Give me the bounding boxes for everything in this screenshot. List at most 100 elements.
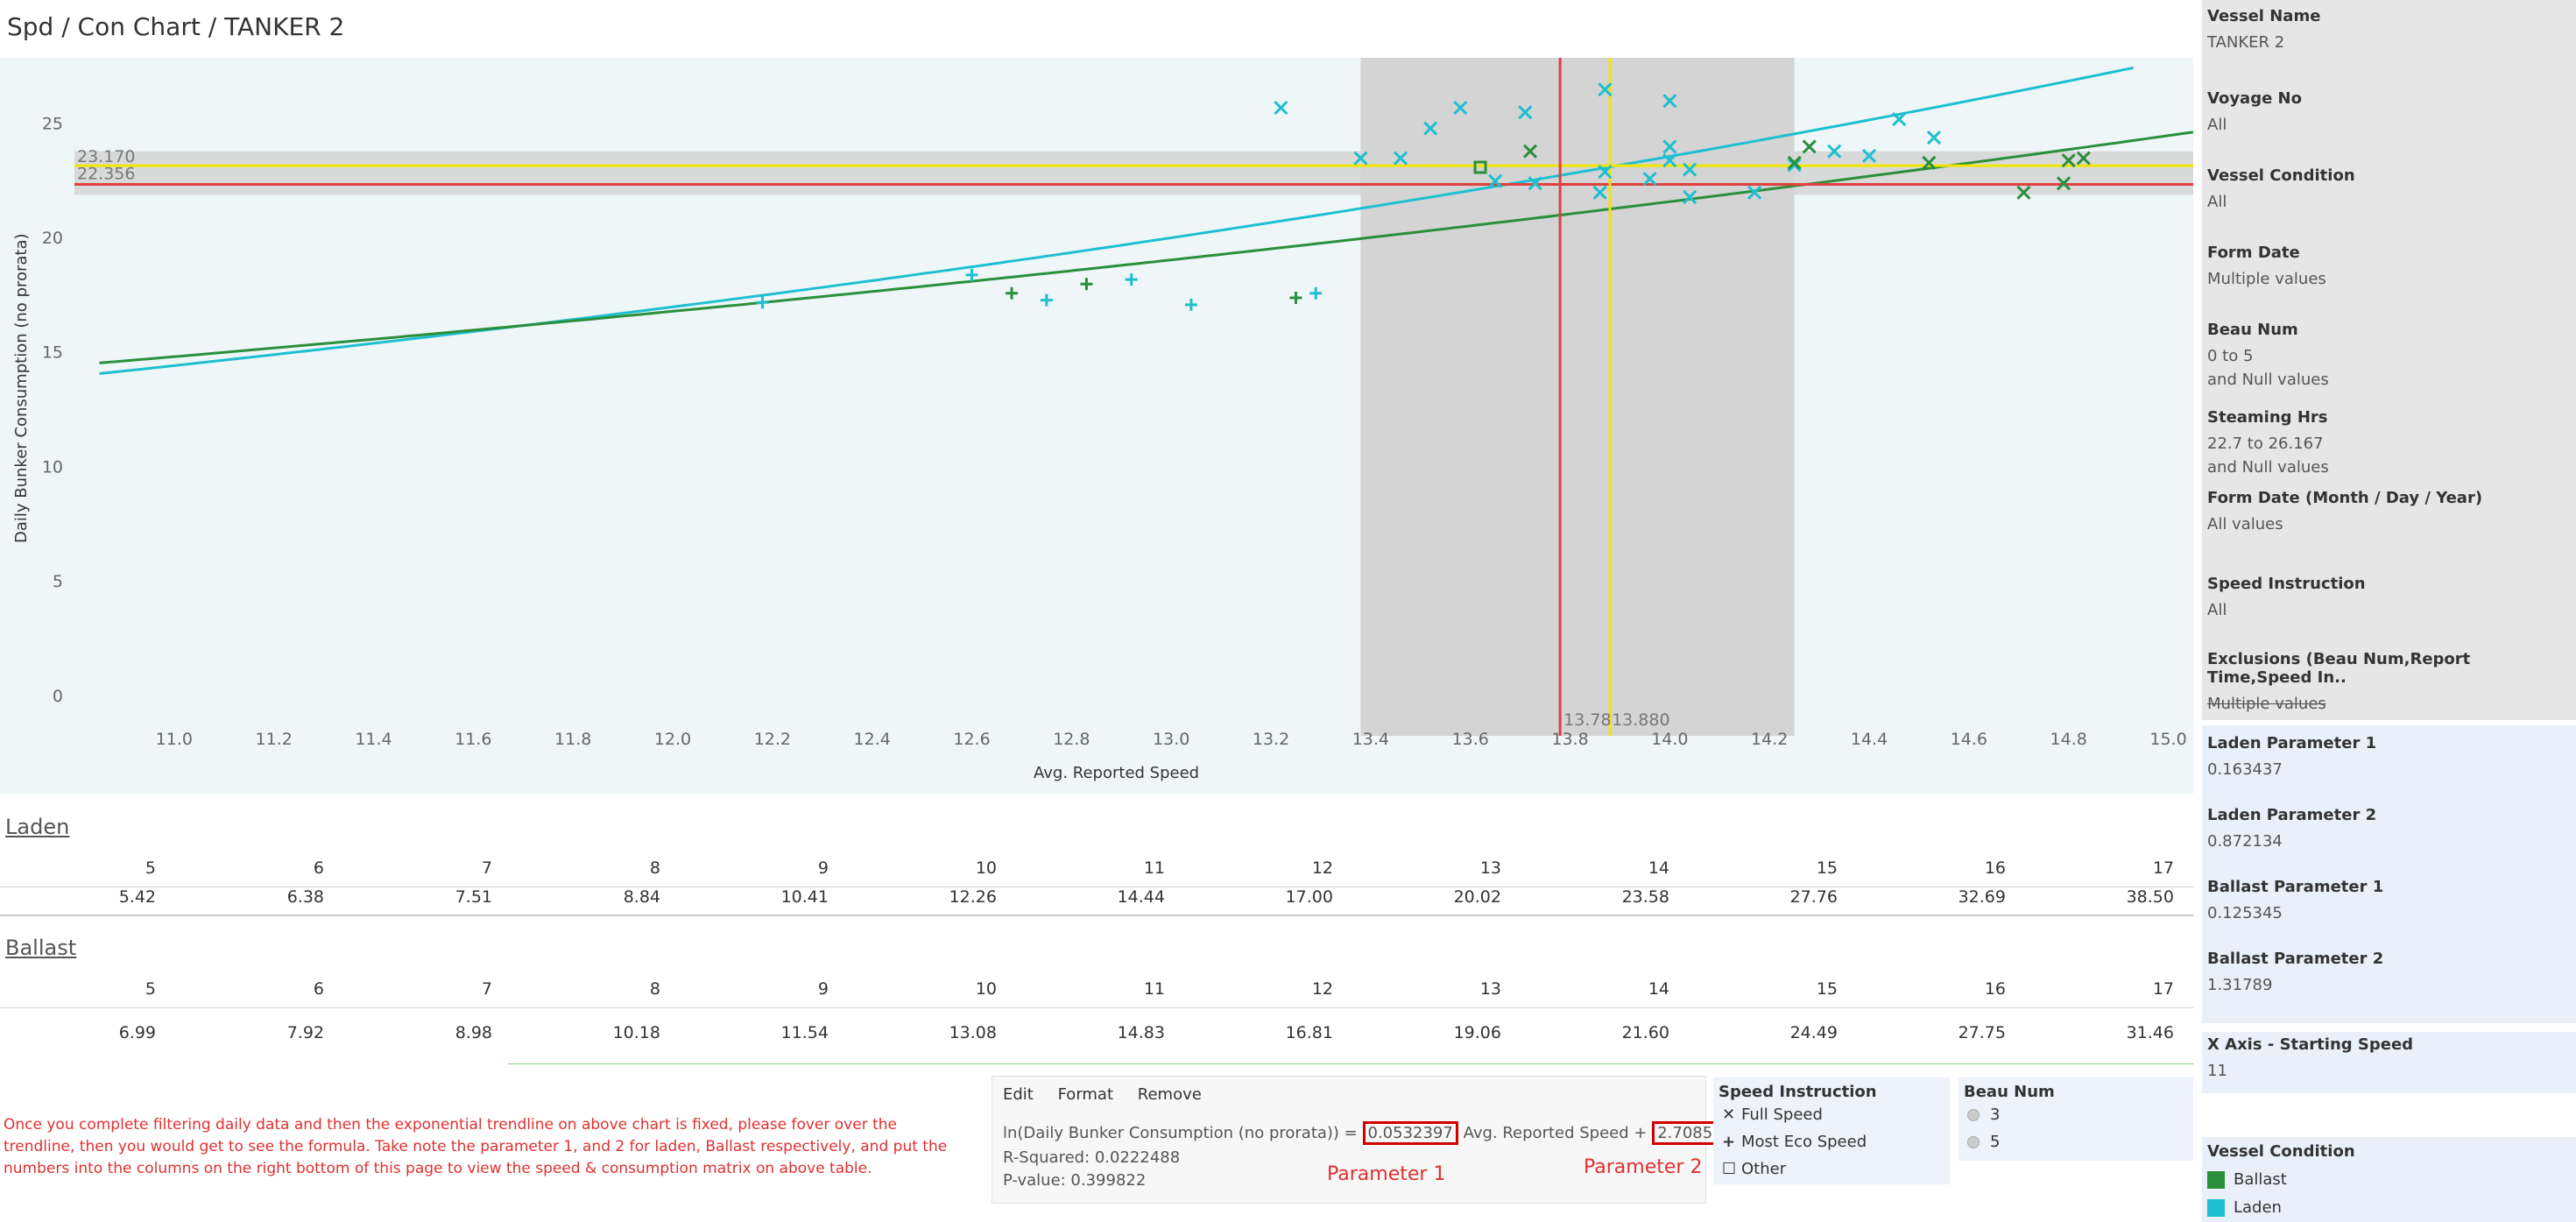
laden-matrix-title: Laden — [5, 815, 70, 839]
ballast-speed-cell: 17 — [2152, 979, 2174, 999]
ballast-consumption-row: 6.99 7.92 8.98 10.18 11.54 13.08 14.83 16.81 19.… — [0, 1023, 2193, 1048]
ballast-point — [1522, 144, 1538, 159]
ballast-point — [1787, 155, 1802, 170]
radio-dot-icon — [1967, 1136, 1980, 1148]
ballast-speed-cell: 11 — [1143, 979, 1165, 999]
legend-title: Vessel Condition — [2207, 1142, 2355, 1161]
laden-consumption-cell: 14.44 — [1117, 887, 1165, 907]
x-tick-label: 11.8 — [554, 730, 591, 749]
parameter-2-label: Parameter 2 — [1584, 1156, 1703, 1178]
formula-mid: Avg. Reported Speed + — [1463, 1124, 1648, 1142]
laden-parameter-2-input[interactable]: Laden Parameter 2 0.872134 — [2207, 806, 2377, 851]
ballast-point — [2061, 153, 2076, 168]
ballast-color-swatch — [2207, 1171, 2225, 1189]
filter-voyage-no[interactable]: Voyage No All — [2207, 89, 2302, 134]
page-title: Spd / Con Chart / TANKER 2 — [7, 12, 345, 41]
filter-vessel-name[interactable]: Vessel Name TANKER 2 — [2207, 7, 2321, 52]
tooltip-remove-button[interactable]: Remove — [1137, 1085, 1202, 1104]
filter-form-date[interactable]: Form Date Multiple values — [2207, 244, 2326, 288]
p-value: P-value: 0.399822 — [1003, 1171, 1147, 1190]
laden-point — [1125, 273, 1138, 286]
ballast-consumption-cell: 27.75 — [1958, 1023, 2006, 1042]
laden-speed-cell: 12 — [1311, 858, 1333, 878]
speed-instruction-legend: Speed Instruction ✕ Full Speed + Most Eco … — [1713, 1077, 1950, 1184]
filter-form-date-range[interactable]: Form Date (Month / Day / Year) All value… — [2207, 489, 2483, 533]
laden-point — [1747, 185, 1762, 200]
laden-point — [1683, 189, 1697, 205]
ballast-speed-cell: 16 — [1984, 979, 2006, 999]
legend-item-full-speed[interactable]: ✕ Full Speed — [1722, 1105, 1823, 1124]
laden-point — [1274, 100, 1288, 116]
ballast-speed-cell: 12 — [1311, 979, 1333, 999]
laden-point — [1662, 153, 1677, 168]
y-tick-label: 15 — [42, 343, 63, 363]
plus-mark-icon: + — [1722, 1133, 1736, 1151]
radio-dot-icon — [1967, 1109, 1980, 1121]
parameter-1-value: 0.0532397 — [1362, 1121, 1458, 1145]
x-tick-label: 14.0 — [1651, 730, 1688, 749]
ballast-consumption-cell: 21.60 — [1621, 1023, 1669, 1042]
y-tick-label: 25 — [42, 114, 63, 133]
ballast-parameter-1-input[interactable]: Ballast Parameter 1 0.125345 — [2207, 878, 2384, 922]
x-tick-label: 12.4 — [854, 730, 891, 749]
ballast-speed-cell: 7 — [481, 979, 492, 999]
legend-item-other[interactable]: ☐ Other — [1722, 1160, 1787, 1178]
ballast-point — [1289, 291, 1302, 304]
ballast-consumption-cell: 14.83 — [1117, 1023, 1165, 1042]
legend-item-beau-5[interactable]: 5 — [1967, 1133, 2000, 1151]
laden-speed-cell: 16 — [1984, 858, 2006, 878]
legend-item-laden[interactable]: Laden — [2207, 1198, 2282, 1217]
tooltip-edit-button[interactable]: Edit — [1003, 1085, 1034, 1104]
tooltip-format-button[interactable]: Format — [1057, 1085, 1114, 1104]
filter-steaming-hrs[interactable]: Steaming Hrs 22.7 to 26.167 and Null val… — [2207, 408, 2329, 477]
y-tick-label: 0 — [53, 687, 63, 706]
y-axis-label: Daily Bunker Consumption (no prorata) — [12, 233, 31, 544]
laden-point — [1040, 293, 1053, 307]
laden-speed-cell: 11 — [1143, 858, 1165, 878]
ballast-point — [1006, 286, 1019, 300]
x-tick-label: 11.6 — [455, 730, 491, 749]
x-tick-label: 12.0 — [654, 730, 691, 749]
ballast-speed-cell: 5 — [145, 979, 156, 999]
laden-consumption-cell: 32.69 — [1958, 887, 2006, 907]
legend-item-ballast[interactable]: Ballast — [2207, 1170, 2287, 1189]
laden-point — [1353, 151, 1368, 166]
laden-point — [1592, 185, 1607, 200]
filter-vessel-condition[interactable]: Vessel Condition All — [2207, 166, 2355, 211]
laden-consumption-cell: 23.58 — [1621, 887, 1669, 907]
laden-speed-cell: 14 — [1648, 858, 1669, 878]
ballast-speed-cell: 6 — [313, 979, 324, 999]
laden-point — [1642, 172, 1657, 187]
x-tick-label: 12.6 — [953, 730, 990, 749]
x-tick-label: 14.4 — [1851, 730, 1888, 749]
filter-speed-instruction[interactable]: Speed Instruction All — [2207, 575, 2366, 619]
speed-consumption-chart[interactable]: 0 5 10 15 20 25 11.0 11.2 11.4 11.6 11.8 12.0 12.2 12… — [0, 58, 2193, 794]
ballast-point — [2016, 185, 2031, 200]
x-axis-starting-speed-input[interactable]: X Axis - Starting Speed 11 — [2207, 1035, 2414, 1080]
r-squared: R-Squared: 0.0222488 — [1003, 1148, 1181, 1167]
ballast-parameter-2-input[interactable]: Ballast Parameter 2 1.31789 — [2207, 950, 2384, 994]
ballast-trendline — [99, 131, 2193, 364]
laden-point — [756, 296, 769, 309]
laden-point — [1423, 121, 1438, 136]
trendline-formula: ln(Daily Bunker Consumption (no prorata)… — [1003, 1121, 1728, 1145]
legend-item-most-eco-speed[interactable]: + Most Eco Speed — [1722, 1133, 1867, 1151]
laden-point — [1787, 158, 1802, 173]
legend-title: Speed Instruction — [1719, 1083, 1877, 1101]
x-mark-icon: ✕ — [1722, 1105, 1736, 1124]
legend-item-beau-3[interactable]: 3 — [1967, 1105, 2000, 1124]
filter-exclusions[interactable]: Exclusions (Beau Num,Report Time,Speed I… — [2207, 650, 2471, 713]
laden-speed-cell: 10 — [975, 858, 997, 878]
ballast-consumption-cell: 19.06 — [1453, 1023, 1501, 1042]
laden-point — [1827, 144, 1842, 159]
tooltip-menu: Edit Format Remove — [1003, 1085, 1221, 1104]
laden-parameter-1-input[interactable]: Laden Parameter 1 0.163437 — [2207, 734, 2377, 779]
ballast-consumption-cell: 13.08 — [949, 1023, 997, 1042]
ballast-point — [1922, 155, 1937, 170]
formula-prefix: ln(Daily Bunker Consumption (no prorata)… — [1003, 1124, 1358, 1142]
ballast-speed-cell: 15 — [1816, 979, 1838, 999]
laden-consumption-cell: 8.84 — [623, 887, 660, 907]
laden-point — [1662, 139, 1677, 154]
filter-beau-num[interactable]: Beau Num 0 to 5 and Null values — [2207, 321, 2329, 389]
laden-consumption-cell: 5.42 — [118, 887, 156, 907]
